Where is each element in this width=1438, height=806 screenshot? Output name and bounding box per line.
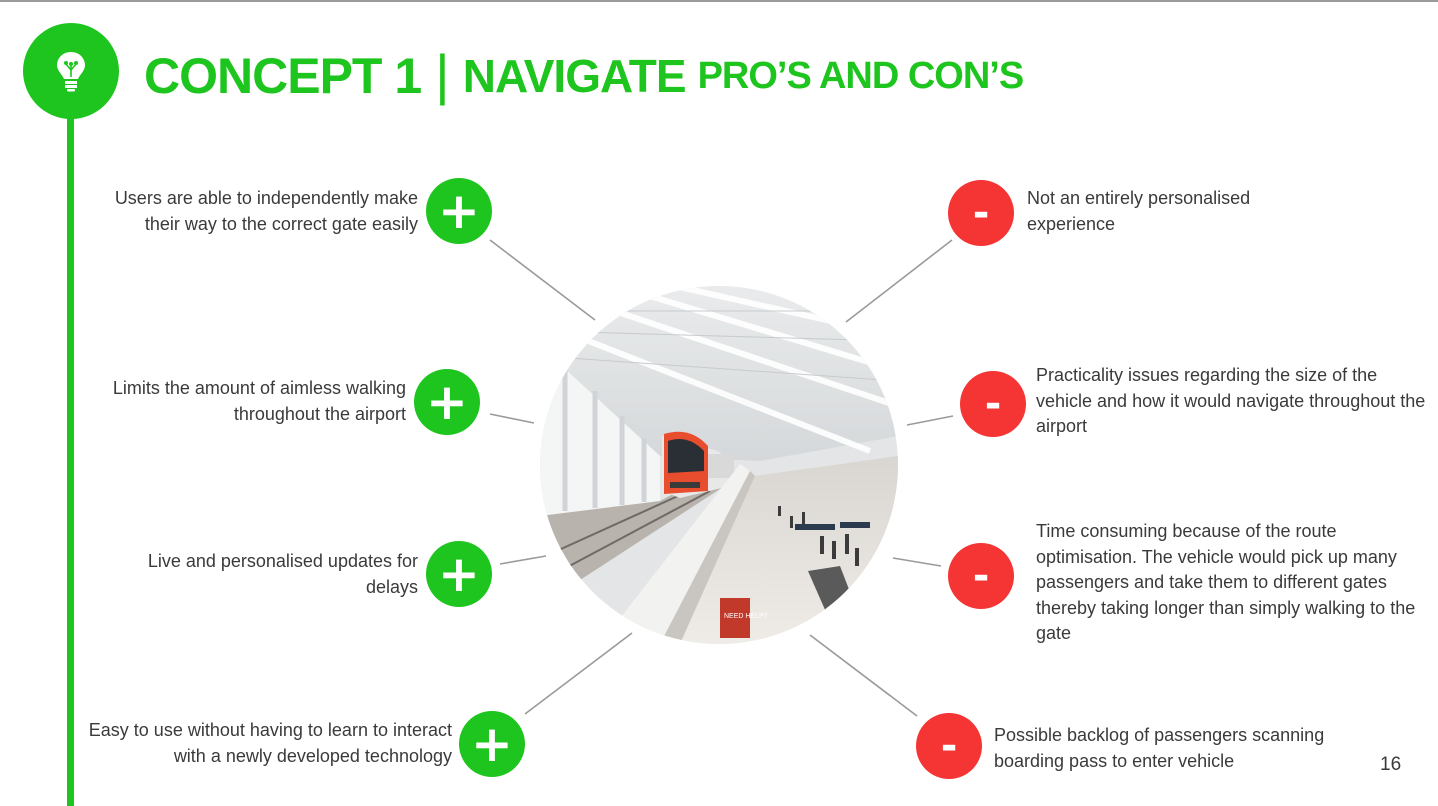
minus-icon: - xyxy=(960,371,1026,437)
pro-text-3: Live and personalised updates for delays xyxy=(147,551,418,597)
plus-icon: + xyxy=(459,711,525,777)
title-separator: | xyxy=(435,42,450,106)
lightbulb-badge xyxy=(23,23,119,119)
pro-text-2: Limits the amount of aimless walking thr… xyxy=(112,378,406,424)
connector-con-4 xyxy=(809,634,918,717)
title-concept: CONCEPT 1 xyxy=(144,48,422,104)
slide-title: CONCEPT 1 | NAVIGATE PRO’S AND CON’S xyxy=(144,42,1025,108)
pro-text-1: Users are able to independently make the… xyxy=(114,188,418,234)
pro-text-4: Easy to use without having to learn to i… xyxy=(88,720,452,766)
con-text-1: Not an entirely personalised experience xyxy=(1027,188,1251,234)
connector-pro-4 xyxy=(524,632,633,715)
connector-con-1 xyxy=(845,239,953,323)
connector-pro-2 xyxy=(489,413,535,424)
connector-pro-1 xyxy=(489,239,596,321)
top-divider xyxy=(0,0,1438,2)
con-text-3: Time consuming because of the route opti… xyxy=(1036,521,1416,643)
title-pros-cons: PRO’S AND CON’S xyxy=(697,54,1025,97)
plus-icon: + xyxy=(426,541,492,607)
minus-icon: - xyxy=(916,713,982,779)
minus-icon: - xyxy=(948,543,1014,609)
connector-pro-3 xyxy=(499,555,547,565)
connector-con-2 xyxy=(906,415,954,426)
plus-icon: + xyxy=(414,369,480,435)
connector-con-3 xyxy=(892,557,942,567)
con-text-2: Practicality issues regarding the size o… xyxy=(1036,365,1426,436)
page-number: 16 xyxy=(1380,754,1402,775)
con-text-4: Possible backlog of passengers scanning … xyxy=(994,725,1325,771)
title-navigate: NAVIGATE xyxy=(462,50,687,102)
timeline-line xyxy=(67,100,74,806)
airport-train-photo: NEED HELP? xyxy=(540,286,898,644)
plus-icon: + xyxy=(426,178,492,244)
photo-sign-text: NEED HELP? xyxy=(724,613,768,620)
minus-icon: - xyxy=(948,180,1014,246)
lightbulb-icon xyxy=(57,52,85,92)
